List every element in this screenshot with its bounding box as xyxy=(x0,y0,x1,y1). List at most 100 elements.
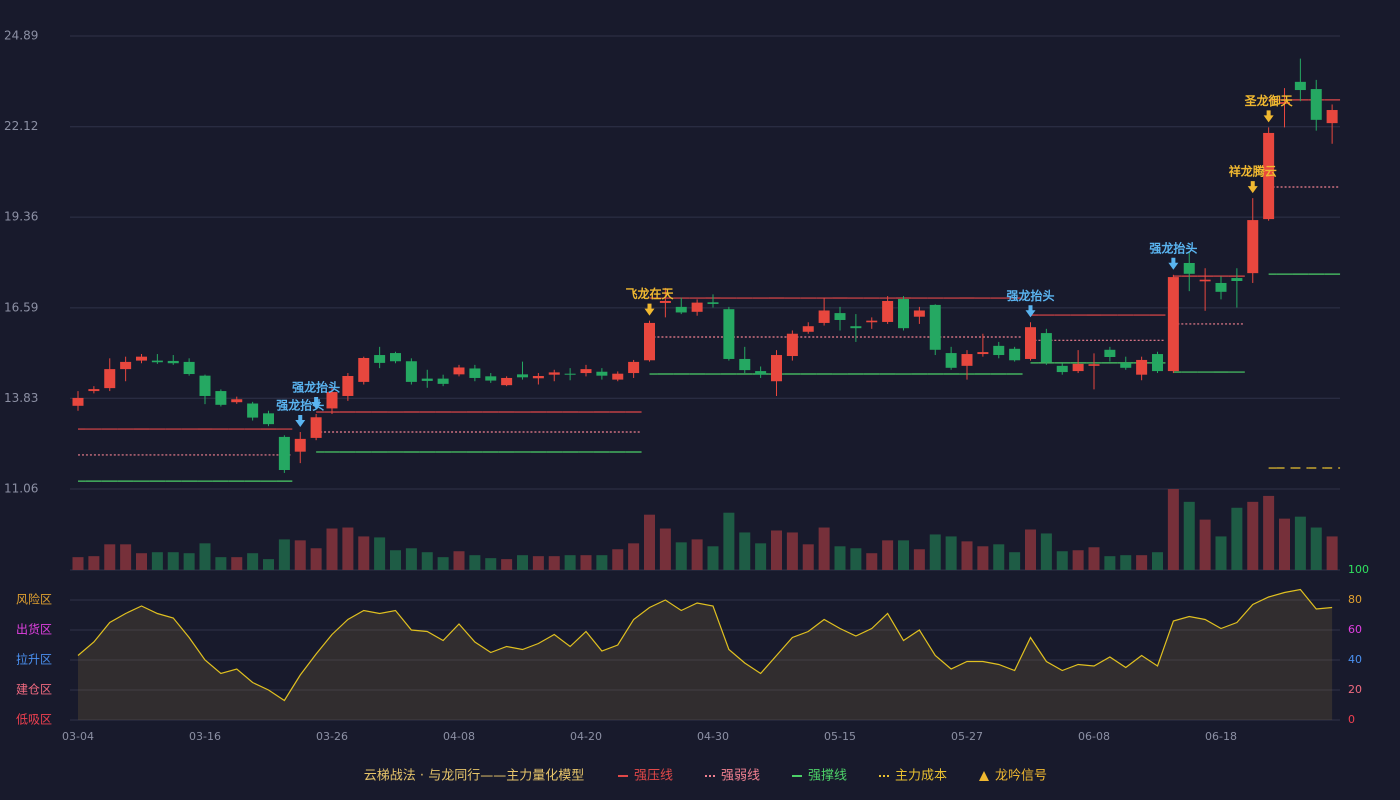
candle-body xyxy=(834,313,846,320)
candle-body xyxy=(913,310,925,317)
candle-body xyxy=(517,374,528,378)
legend-label: 强弱线 xyxy=(721,769,760,784)
volume-bar xyxy=(1294,516,1306,570)
volume-bar xyxy=(755,543,767,570)
volume-bar xyxy=(675,542,687,570)
candle-body xyxy=(120,361,132,370)
candle-body xyxy=(167,360,179,364)
candle-body xyxy=(485,376,497,381)
volume-bar xyxy=(326,528,338,570)
candle-body xyxy=(1009,348,1021,361)
volume-bar xyxy=(1167,489,1179,570)
volume-bar xyxy=(564,555,576,570)
signal-label: 强龙抬头 xyxy=(276,398,324,413)
volume-bar xyxy=(818,527,830,570)
volume-bar xyxy=(1215,536,1227,570)
volume-bar xyxy=(548,556,560,570)
volume-bar xyxy=(342,527,354,570)
volume-bar xyxy=(1056,551,1068,570)
candle-body xyxy=(136,356,147,361)
y-tick-label: 11.06 xyxy=(4,482,38,496)
legend-label: 龙吟信号 xyxy=(995,768,1047,784)
candle-body xyxy=(1215,282,1227,292)
x-tick-label: 03-26 xyxy=(316,730,348,743)
candle-body xyxy=(1183,262,1195,274)
signal-arrow xyxy=(1247,181,1258,194)
volume-bar xyxy=(1152,552,1163,570)
volume-bar xyxy=(691,539,703,570)
legend-label: 强撑线 xyxy=(808,769,847,784)
volume-bar xyxy=(1009,552,1021,570)
volume-bar xyxy=(1120,555,1132,570)
candle-body xyxy=(1088,364,1100,366)
candle-body xyxy=(882,300,894,322)
y2-tick-label: 100 xyxy=(1348,563,1369,576)
candle-body xyxy=(755,371,767,375)
volume-bar xyxy=(183,553,195,570)
indicator-line xyxy=(77,588,1333,702)
candle-body xyxy=(675,306,687,313)
candle-body xyxy=(294,438,306,452)
volume-bar xyxy=(945,536,957,570)
signal-arrow xyxy=(644,303,655,316)
candle-body xyxy=(945,353,957,368)
legend-label: 主力成本 xyxy=(895,769,947,784)
candle-body xyxy=(866,320,878,323)
candle-body xyxy=(771,355,782,382)
y2-tick-label: 0 xyxy=(1348,713,1355,726)
volume-bar xyxy=(437,557,449,570)
volume-bar xyxy=(913,549,925,570)
zone-label: 建仓区 xyxy=(16,683,52,697)
candle-body xyxy=(199,375,211,396)
volume-bar xyxy=(580,555,592,570)
legend-title: 云梯战法 · 与龙同行——主力量化模型 xyxy=(364,769,584,784)
signal-label: 祥龙腾云 xyxy=(1229,164,1277,179)
candle-body xyxy=(104,369,116,389)
y2-tick-label: 40 xyxy=(1348,653,1362,666)
volume-bar xyxy=(628,543,640,570)
volume-bar xyxy=(644,514,655,570)
candle-body xyxy=(786,333,798,357)
volume-bar xyxy=(247,553,259,570)
volume-bar xyxy=(1263,495,1275,570)
volume-bar xyxy=(612,549,624,570)
candle-body xyxy=(421,378,433,381)
candle-body xyxy=(596,371,608,376)
volume-bar xyxy=(294,540,306,570)
candle-body xyxy=(1279,102,1290,104)
candle-body xyxy=(707,302,719,304)
candle-body xyxy=(532,375,544,379)
candle-body xyxy=(1104,349,1116,357)
volume-bar xyxy=(453,551,465,570)
candle-body xyxy=(1310,89,1322,120)
x-tick-label: 03-16 xyxy=(189,730,221,743)
candle-body xyxy=(215,391,227,405)
candle-body xyxy=(850,326,862,329)
volume-bar xyxy=(786,532,798,570)
volume-bar xyxy=(151,552,163,570)
volume-bar xyxy=(1326,536,1338,570)
candle-body xyxy=(723,309,735,359)
volume-bar xyxy=(358,536,370,570)
candle-body xyxy=(961,354,973,366)
volume-bar xyxy=(104,544,116,570)
candle-body xyxy=(1136,359,1148,375)
volume-bar xyxy=(707,546,719,570)
y-tick-label: 19.36 xyxy=(4,210,38,224)
zone-label: 风险区 xyxy=(16,592,52,607)
volume-bar xyxy=(1025,529,1036,570)
candle-body xyxy=(247,403,259,418)
candle-body xyxy=(501,377,513,386)
volume-bar xyxy=(310,548,322,570)
volume-bar xyxy=(278,539,290,570)
candle-body xyxy=(1199,279,1211,282)
candle-body xyxy=(1326,110,1338,124)
candle-body xyxy=(580,369,592,374)
volume-bar xyxy=(1199,519,1211,570)
volume-bar xyxy=(485,558,497,570)
candle-body xyxy=(72,397,84,406)
volume-bar xyxy=(1310,527,1322,570)
candle-body xyxy=(1167,277,1179,372)
